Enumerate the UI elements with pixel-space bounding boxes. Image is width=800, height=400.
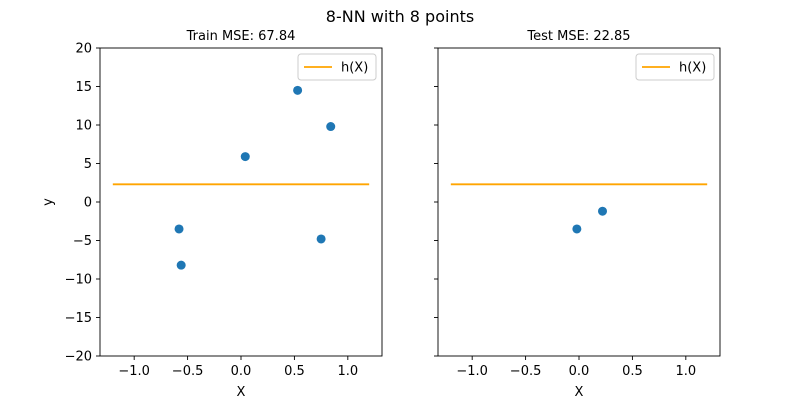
train-y-tick-label: −20	[65, 350, 92, 365]
test-x-tick-label: −1.0	[456, 364, 488, 379]
train-data-point	[316, 234, 326, 244]
train-panel-title: Train MSE: 67.84	[186, 29, 296, 44]
train-legend-box	[297, 53, 377, 81]
train-legend-label: h(X)	[341, 61, 368, 76]
train-x-tick-label: 0.0	[231, 364, 252, 379]
test-x-tick-label: −0.5	[510, 364, 542, 379]
train-data-point	[240, 152, 250, 162]
test-data-point	[572, 224, 582, 234]
train-x-tick-label: −0.5	[172, 364, 204, 379]
train-legend: h(X)	[297, 53, 377, 81]
train-y-tick-label: 15	[75, 80, 92, 95]
train-x-tick-label: 1.0	[337, 364, 358, 379]
test-x-tick-label: 1.0	[675, 364, 696, 379]
train-data-point	[176, 260, 186, 270]
train-x-tick-label: 0.5	[284, 364, 305, 379]
train-x-tick-label: −1.0	[118, 364, 150, 379]
train-y-tick-label: 10	[75, 119, 92, 134]
test-panel: Test MSE: 22.85 −1.0 −0.5 0.0 0.5 1.0 Xh(X)	[434, 29, 721, 400]
train-x-axis-label: X	[237, 385, 246, 400]
test-panel-title: Test MSE: 22.85	[526, 29, 630, 44]
train-y-tick-label: −10	[65, 273, 92, 288]
train-y-tick-label: 20	[75, 42, 92, 57]
test-x-axis-label: X	[575, 385, 584, 400]
train-y-tick-label: −5	[73, 234, 92, 249]
test-legend: h(X)	[635, 53, 715, 81]
train-y-tick-label: 5	[84, 157, 92, 172]
train-y-axis-label: y	[41, 198, 56, 206]
test-legend-label: h(X)	[679, 61, 706, 76]
train-data-point	[326, 122, 336, 132]
train-y-tick-label: −15	[65, 311, 92, 326]
test-data-point	[598, 206, 607, 216]
test-x-tick-label: 0.5	[622, 364, 643, 379]
test-axes-frame	[437, 47, 721, 357]
train-y-tick-label: 0	[84, 196, 92, 211]
figure-suptitle: 8-NN with 8 points	[326, 7, 474, 26]
train-data-point	[174, 224, 184, 234]
train-panel: Train MSE: 67.84 −1.0 −0.5 0.0 0.5 1.0 −20 −15 −…	[41, 29, 383, 400]
test-x-tick-label: 0.0	[569, 364, 590, 379]
train-axes-frame	[99, 47, 383, 357]
test-legend-box	[635, 53, 715, 81]
train-data-point	[293, 85, 303, 95]
